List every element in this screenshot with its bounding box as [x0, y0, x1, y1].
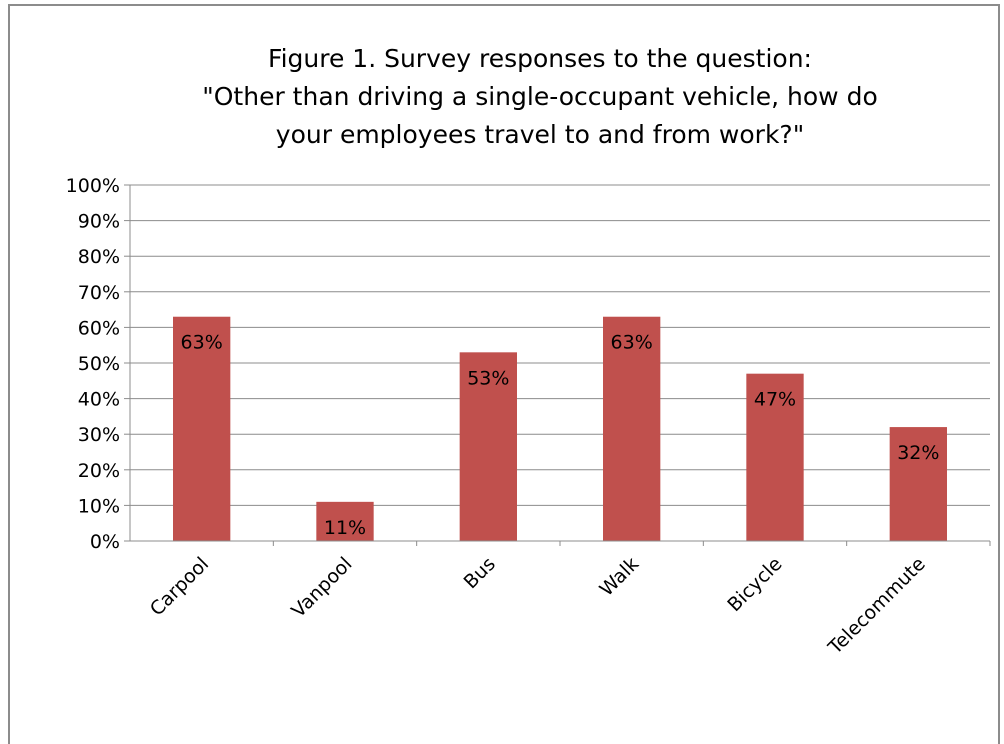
y-tick-label: 30% — [78, 424, 120, 446]
bar-chart: 0% 10% 20% 30% 40% 50% 60% 70% 80% 90% 100% 63% Carp… — [66, 175, 991, 659]
bar — [173, 316, 231, 541]
data-label: 53% — [467, 367, 509, 389]
data-label: 63% — [611, 332, 653, 354]
x-category-label: Bus — [460, 553, 500, 593]
y-tick-label: 90% — [78, 211, 120, 233]
y-tick-label: 60% — [78, 317, 120, 339]
y-tick-label: 100% — [66, 175, 120, 197]
x-category-label: Vanpool — [287, 553, 356, 622]
bar — [603, 316, 661, 541]
y-tick-label: 0% — [90, 531, 120, 553]
bar — [746, 373, 804, 541]
bar — [889, 427, 947, 541]
y-tick-label: 20% — [78, 460, 120, 482]
x-category-label: Walk — [595, 553, 643, 601]
x-category-label: Bicycle — [723, 553, 786, 616]
y-tick-label: 70% — [78, 282, 120, 304]
y-tick-label: 50% — [78, 353, 120, 375]
chart-title: Figure 1. Survey responses to the questi… — [110, 40, 970, 154]
x-category-label: Carpool — [146, 553, 213, 620]
chart-title-line-1: Figure 1. Survey responses to the questi… — [268, 44, 812, 73]
y-tick-label: 80% — [78, 246, 120, 268]
y-tick-label: 40% — [78, 389, 120, 411]
bar — [316, 501, 374, 541]
x-category-label: Telecommute — [824, 553, 930, 659]
y-tick-label: 10% — [78, 495, 120, 517]
data-label: 47% — [754, 389, 796, 411]
chart-frame — [8, 4, 1000, 744]
data-label: 11% — [324, 517, 366, 539]
chart-title-line-2: "Other than driving a single-occupant ve… — [202, 82, 878, 111]
chart-title-line-3: your employees travel to and from work?" — [275, 120, 805, 149]
bar — [459, 352, 517, 541]
data-label: 32% — [897, 442, 939, 464]
data-label: 63% — [181, 332, 223, 354]
